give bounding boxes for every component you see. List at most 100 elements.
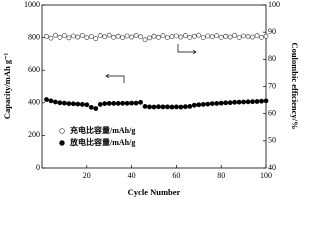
point [182, 33, 188, 38]
point [66, 35, 72, 41]
point [48, 35, 54, 41]
legend-label: 放电比容量/mAh/g [69, 137, 135, 147]
point [120, 35, 126, 40]
point [169, 34, 175, 39]
point [173, 33, 179, 39]
point [178, 34, 184, 40]
point [156, 104, 161, 110]
point [129, 100, 134, 106]
page: Cycle Number Capacity/mAh g⁻¹ Coulombic … [1, 0, 300, 197]
point [147, 35, 152, 41]
point [57, 100, 63, 106]
point [62, 100, 67, 106]
legend-marker [59, 128, 65, 134]
legend-label: 充电比容量/mAh/g [70, 125, 135, 135]
point [53, 32, 58, 38]
point [205, 33, 211, 39]
point [223, 100, 229, 106]
point [115, 33, 121, 39]
point [236, 35, 242, 40]
arrow-left [105, 73, 125, 83]
point [245, 34, 251, 39]
y2-tick-label: 60 [268, 108, 276, 117]
point [79, 102, 85, 107]
x-tick-label: 80 [217, 171, 225, 180]
point [187, 103, 193, 109]
x-tick-label: 60 [172, 171, 180, 180]
point [182, 104, 188, 110]
point [218, 34, 224, 40]
y-axis-label: Capacity/mAh g⁻¹ [2, 52, 12, 119]
point [70, 33, 76, 39]
y2-axis-label: Coulombic efficiency/% [290, 42, 300, 129]
point [66, 101, 72, 107]
point [232, 99, 238, 105]
point [232, 33, 238, 38]
point [79, 33, 85, 38]
arrow-right [177, 44, 197, 55]
point [160, 33, 166, 39]
point [142, 37, 148, 43]
point [106, 101, 112, 106]
point [205, 101, 211, 107]
point [88, 34, 94, 39]
point [102, 101, 108, 107]
point [62, 33, 67, 39]
point [102, 34, 108, 40]
y-tick-label: 200 [28, 130, 40, 139]
chart: Cycle Number Capacity/mAh g⁻¹ Coulombic … [2, 0, 300, 197]
point [138, 34, 143, 40]
point [245, 99, 251, 105]
point [124, 100, 130, 106]
point [93, 106, 99, 111]
point [142, 103, 148, 109]
y2-tick-label: 90 [268, 27, 276, 36]
point [236, 99, 242, 105]
point [263, 98, 269, 104]
point [151, 104, 157, 110]
point [133, 33, 139, 38]
point [227, 100, 233, 106]
point [250, 99, 255, 105]
point [223, 33, 229, 39]
point [57, 34, 63, 40]
y-tick-label: 800 [28, 32, 40, 41]
point [209, 34, 215, 40]
point [53, 99, 58, 105]
point [106, 32, 112, 38]
point [227, 34, 233, 40]
point [196, 32, 202, 38]
legend-marker [59, 140, 65, 146]
point [44, 97, 49, 102]
point [259, 98, 264, 104]
x-tick-label: 40 [128, 171, 136, 180]
y2-tick-label: 70 [268, 81, 276, 90]
point [187, 34, 193, 40]
point [200, 35, 206, 40]
point [115, 101, 121, 106]
y-tick-label: 400 [28, 98, 40, 107]
point [75, 101, 81, 107]
y2-tick-label: 40 [268, 163, 276, 172]
x-tick-label: 100 [260, 171, 272, 180]
point [165, 35, 170, 40]
point [200, 102, 206, 107]
point [84, 35, 90, 40]
point [138, 99, 143, 105]
point [259, 34, 264, 40]
point [120, 100, 126, 106]
point [214, 33, 220, 39]
point [48, 98, 54, 104]
point [218, 100, 224, 106]
point [241, 99, 246, 105]
point [44, 33, 49, 39]
point [169, 104, 175, 110]
point [209, 101, 215, 107]
x-tick-label: 20 [83, 171, 91, 180]
point [88, 104, 94, 110]
point [160, 104, 166, 110]
point [111, 34, 117, 40]
point [70, 101, 76, 107]
point [178, 104, 184, 110]
point [165, 104, 170, 110]
